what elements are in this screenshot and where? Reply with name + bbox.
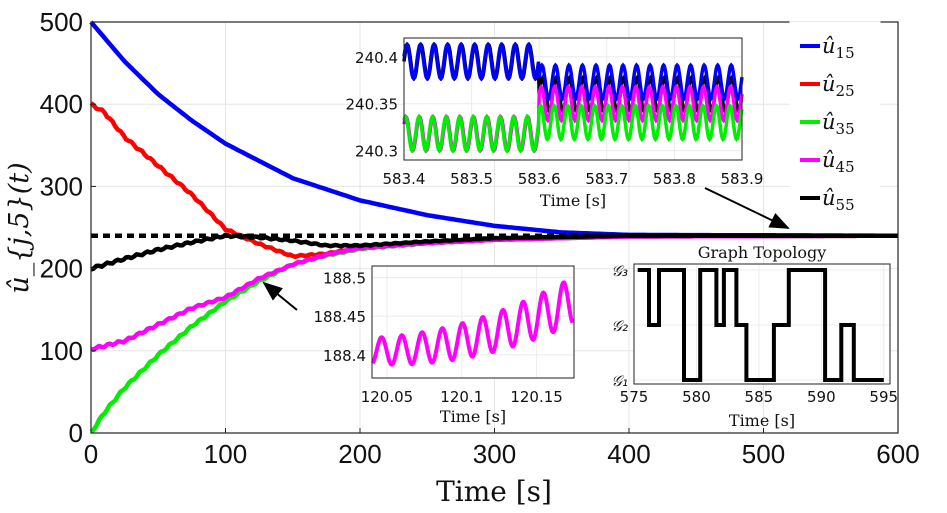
- main-y-tick-label: 200: [40, 254, 83, 284]
- inset-mid-x-tick-label: 120.1: [440, 388, 483, 406]
- inset-graph-x-tick-label: 590: [807, 388, 836, 406]
- inset-graph-x-tick-label: 575: [620, 388, 649, 406]
- inset-mid-frame: [371, 265, 575, 379]
- legend: û15 û25 û35 û45 û55: [789, 21, 881, 215]
- inset-mid-series-group: [370, 280, 575, 367]
- inset-mid-y-tick-label: 188.45: [314, 308, 367, 326]
- main-x-tick-label: 600: [876, 439, 919, 469]
- inset-top-y-tick-label: 240.3: [355, 143, 398, 161]
- inset-mid-chart: 120.05 120.1 120.15 188.4 188.45 188.5 Time …: [314, 265, 575, 426]
- inset-mid-y-tick-label: 188.5: [323, 270, 366, 288]
- inset-top-y-ticks: 240.3 240.35 240.4: [346, 49, 399, 161]
- inset-top-x-axis-label: Time [s]: [540, 191, 606, 210]
- arrow-to-inset-top-region: [704, 187, 790, 229]
- inset-mid-x-axis-label: Time [s]: [440, 407, 506, 426]
- inset-graph-series-group: [637, 268, 884, 382]
- inset-graph-chart: 575 580 585 590 595 𝒢₁ 𝒢₂ 𝒢₃ Graph Topology Ti…: [611, 243, 898, 430]
- inset-top-x-ticks: 583.4 583.5 583.6 583.7 583.8 583.9: [383, 170, 764, 188]
- main-y-ticks: 0 100 200 300 400 500: [40, 7, 96, 448]
- inset-graph-x-tick-label: 585: [745, 388, 774, 406]
- main-y-tick-label: 400: [40, 89, 83, 119]
- inset-top-x-tick-label: 583.8: [653, 170, 696, 188]
- main-y-tick-label: 500: [40, 7, 83, 37]
- inset-mid-y-tick-label: 188.4: [323, 347, 366, 365]
- main-x-ticks: 0 100 200 300 400 500 600: [84, 428, 920, 469]
- inset-graph-y-tick-label: 𝒢₁: [611, 372, 628, 390]
- inset-graph-frame: [633, 263, 891, 385]
- inset-top-y-tick-label: 240.35: [346, 96, 399, 114]
- inset-mid-x-tick-label: 120.05: [361, 388, 414, 406]
- inset-top-series-group: [402, 41, 744, 154]
- inset-top-x-tick-label: 583.6: [518, 170, 561, 188]
- inset-graph-x-tick-label: 595: [869, 388, 898, 406]
- legend-entry-label: û35: [822, 110, 855, 138]
- main-x-tick-label: 400: [607, 439, 650, 469]
- inset-top-frame: [403, 37, 743, 161]
- main-x-tick-label: 100: [204, 439, 247, 469]
- inset-top-x-tick-label: 583.9: [721, 170, 764, 188]
- legend-entry-label: û45: [822, 148, 855, 176]
- inset-graph-title: Graph Topology: [698, 243, 827, 262]
- main-x-tick-label: 0: [84, 439, 98, 469]
- arrow-to-inset-mid-region: [262, 281, 298, 311]
- inset-graph-x-ticks: 575 580 585 590 595: [620, 388, 898, 406]
- main-y-tick-label: 0: [69, 418, 83, 448]
- inset-top-x-tick-label: 583.4: [383, 170, 426, 188]
- legend-entry-label: û55: [822, 186, 855, 214]
- inset-top-x-tick-label: 583.7: [585, 170, 628, 188]
- inset-mid-x-ticks: 120.05 120.1 120.15: [361, 388, 563, 406]
- inset-graph-y-tick-label: 𝒢₂: [611, 317, 628, 335]
- main-x-axis-label: Time [s]: [436, 475, 552, 508]
- main-y-axis-label: û_{j,5}(t): [4, 162, 35, 293]
- main-x-tick-label: 200: [338, 439, 381, 469]
- inset-mid-x-tick-label: 120.15: [510, 388, 563, 406]
- inset-graph-x-axis-label: Time [s]: [729, 411, 795, 430]
- legend-entry-label: û15: [822, 34, 855, 62]
- inset-graph-topology-line: [637, 268, 884, 382]
- inset-top-series-line-û35: [402, 102, 744, 154]
- main-y-tick-label: 100: [40, 336, 83, 366]
- inset-mid-series-line-û45: [370, 280, 575, 367]
- inset-mid-plot-area: [372, 266, 574, 378]
- main-x-tick-label: 300: [473, 439, 516, 469]
- inset-top-x-tick-label: 583.5: [450, 170, 493, 188]
- main-x-tick-label: 500: [742, 439, 785, 469]
- inset-top-series-line-û15: [402, 41, 744, 102]
- inset-top-chart: 583.4 583.5 583.6 583.7 583.8 583.9 240.3240.…: [346, 37, 764, 210]
- legend-box: [789, 21, 881, 215]
- inset-top-y-tick-label: 240.4: [355, 49, 398, 67]
- inset-mid-y-ticks: 188.4 188.45 188.5: [314, 270, 367, 365]
- inset-graph-y-ticks: 𝒢₁ 𝒢₂ 𝒢₃: [611, 262, 628, 390]
- inset-graph-y-tick-label: 𝒢₃: [611, 262, 628, 280]
- legend-entry-label: û25: [822, 72, 855, 100]
- inset-graph-x-tick-label: 580: [682, 388, 711, 406]
- main-y-tick-label: 300: [40, 171, 83, 201]
- legend-entries: û15 û25 û35 û45 û55: [800, 34, 855, 214]
